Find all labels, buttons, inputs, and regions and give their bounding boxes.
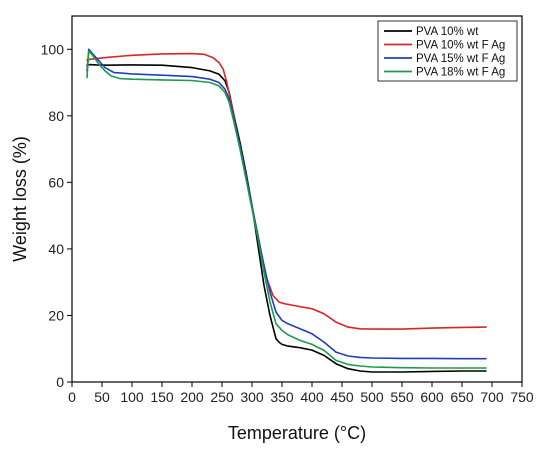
series-line-2 [86, 52, 487, 330]
x-tick-label: 450 [330, 389, 354, 405]
x-tick-label: 750 [510, 389, 534, 405]
series-lines [86, 48, 487, 373]
legend-label: PVA 18% wt F Ag [416, 67, 505, 79]
series-line-3 [86, 48, 487, 360]
x-tick-label: 500 [360, 389, 384, 405]
x-tick-label: 250 [210, 389, 234, 405]
series-line-4 [86, 50, 487, 369]
x-axis-title: Temperature (°C) [228, 423, 366, 443]
x-tick-label: 700 [480, 389, 504, 405]
x-tick-label: 150 [150, 389, 174, 405]
y-axis-title: Weight loss (%) [10, 136, 30, 262]
y-tick-label: 100 [41, 41, 65, 57]
x-axis-ticks: 0 50 100 150 200 250 300 350 400 450 500 550 600 650 7… [68, 382, 534, 405]
y-tick-label: 40 [48, 241, 64, 257]
x-tick-label: 550 [390, 389, 414, 405]
x-tick-label: 200 [180, 389, 204, 405]
y-axis-ticks: 0 20 40 60 80 100 [41, 41, 72, 390]
x-tick-label: 0 [68, 389, 76, 405]
y-tick-label: 60 [48, 174, 64, 190]
x-tick-label: 650 [450, 389, 474, 405]
legend-label: PVA 10% wt [416, 26, 479, 38]
y-tick-label: 0 [56, 374, 64, 390]
x-tick-label: 350 [270, 389, 294, 405]
x-tick-label: 50 [94, 389, 110, 405]
y-tick-label: 20 [48, 307, 64, 323]
legend-label: PVA 10% wt F Ag [416, 40, 505, 52]
plot-frame [71, 15, 523, 383]
axes: 0 50 100 150 200 250 300 350 400 450 500 550 600 650 7… [41, 15, 534, 405]
series-line-1 [86, 63, 487, 373]
legend-label: PVA 15% wt F Ag [416, 53, 505, 65]
x-tick-label: 600 [420, 389, 444, 405]
x-tick-label: 400 [300, 389, 324, 405]
x-tick-label: 300 [240, 389, 264, 405]
x-tick-label: 100 [120, 389, 144, 405]
y-tick-label: 80 [48, 108, 64, 124]
